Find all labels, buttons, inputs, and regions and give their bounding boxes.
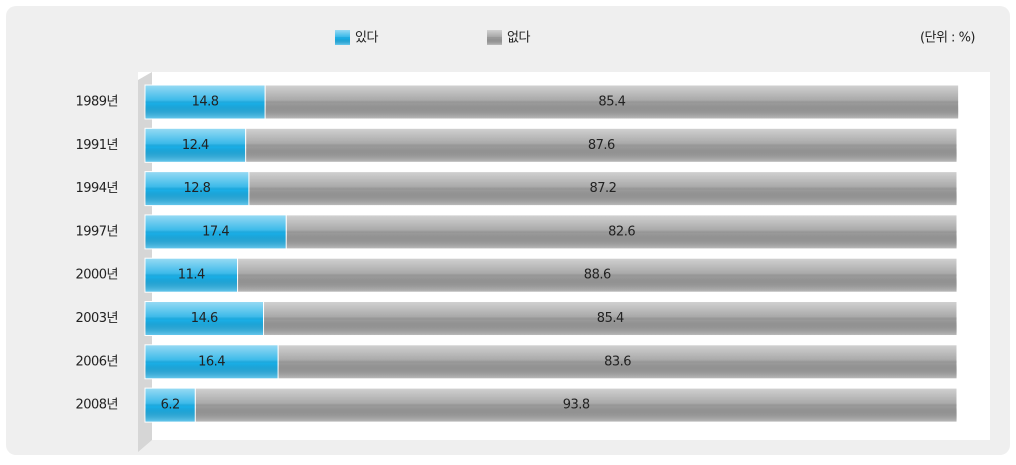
data-label: 12.8 <box>183 181 210 196</box>
data-label: 85.4 <box>597 311 624 326</box>
data-label: 14.6 <box>191 311 218 326</box>
data-label: 82.6 <box>608 224 635 239</box>
data-label: 11.4 <box>178 268 205 283</box>
data-label: 14.8 <box>192 95 219 110</box>
bar-shine <box>195 388 957 423</box>
bar-shine <box>248 171 957 206</box>
bar-shine <box>145 258 238 293</box>
y-tick-label: 2003년 <box>75 311 118 326</box>
y-tick-label: 1989년 <box>75 95 118 110</box>
y-tick-label: 1991년 <box>75 138 118 153</box>
legend-label: 있다 <box>355 31 378 46</box>
unit-label: (단위 : %) <box>920 31 975 46</box>
data-label: 12.4 <box>182 138 209 153</box>
legend-shine <box>487 30 502 45</box>
y-tick-label: 2006년 <box>75 354 118 369</box>
y-tick-label: 1997년 <box>75 224 118 239</box>
bar-shine <box>145 85 266 119</box>
bar-shine <box>145 301 264 336</box>
bar-shine <box>145 128 246 163</box>
data-label: 87.2 <box>589 181 616 196</box>
bar-shine <box>263 301 957 336</box>
data-label: 87.6 <box>588 138 615 153</box>
legend-label: 없다 <box>507 31 530 46</box>
data-label: 83.6 <box>604 354 631 369</box>
y-tick-label: 1994년 <box>75 181 118 196</box>
data-label: 16.4 <box>198 354 225 369</box>
data-label: 6.2 <box>161 398 180 413</box>
bar-shine <box>278 344 958 379</box>
data-label: 88.6 <box>584 268 611 283</box>
bar-shine <box>145 214 287 249</box>
data-label: 85.4 <box>598 95 625 110</box>
bar-shine <box>145 388 196 423</box>
y-tick-label: 2008년 <box>75 398 118 413</box>
y-tick-label: 2000년 <box>75 268 118 283</box>
data-label: 17.4 <box>202 224 229 239</box>
bar-shine <box>286 214 958 249</box>
bar-shine <box>245 128 958 163</box>
legend-shine <box>335 30 350 45</box>
bar-shine <box>145 171 249 206</box>
plot-area <box>138 72 990 440</box>
data-label: 93.8 <box>563 398 590 413</box>
bar-shine <box>145 344 279 379</box>
bar-shine <box>265 85 959 119</box>
bar-shine <box>237 258 957 293</box>
